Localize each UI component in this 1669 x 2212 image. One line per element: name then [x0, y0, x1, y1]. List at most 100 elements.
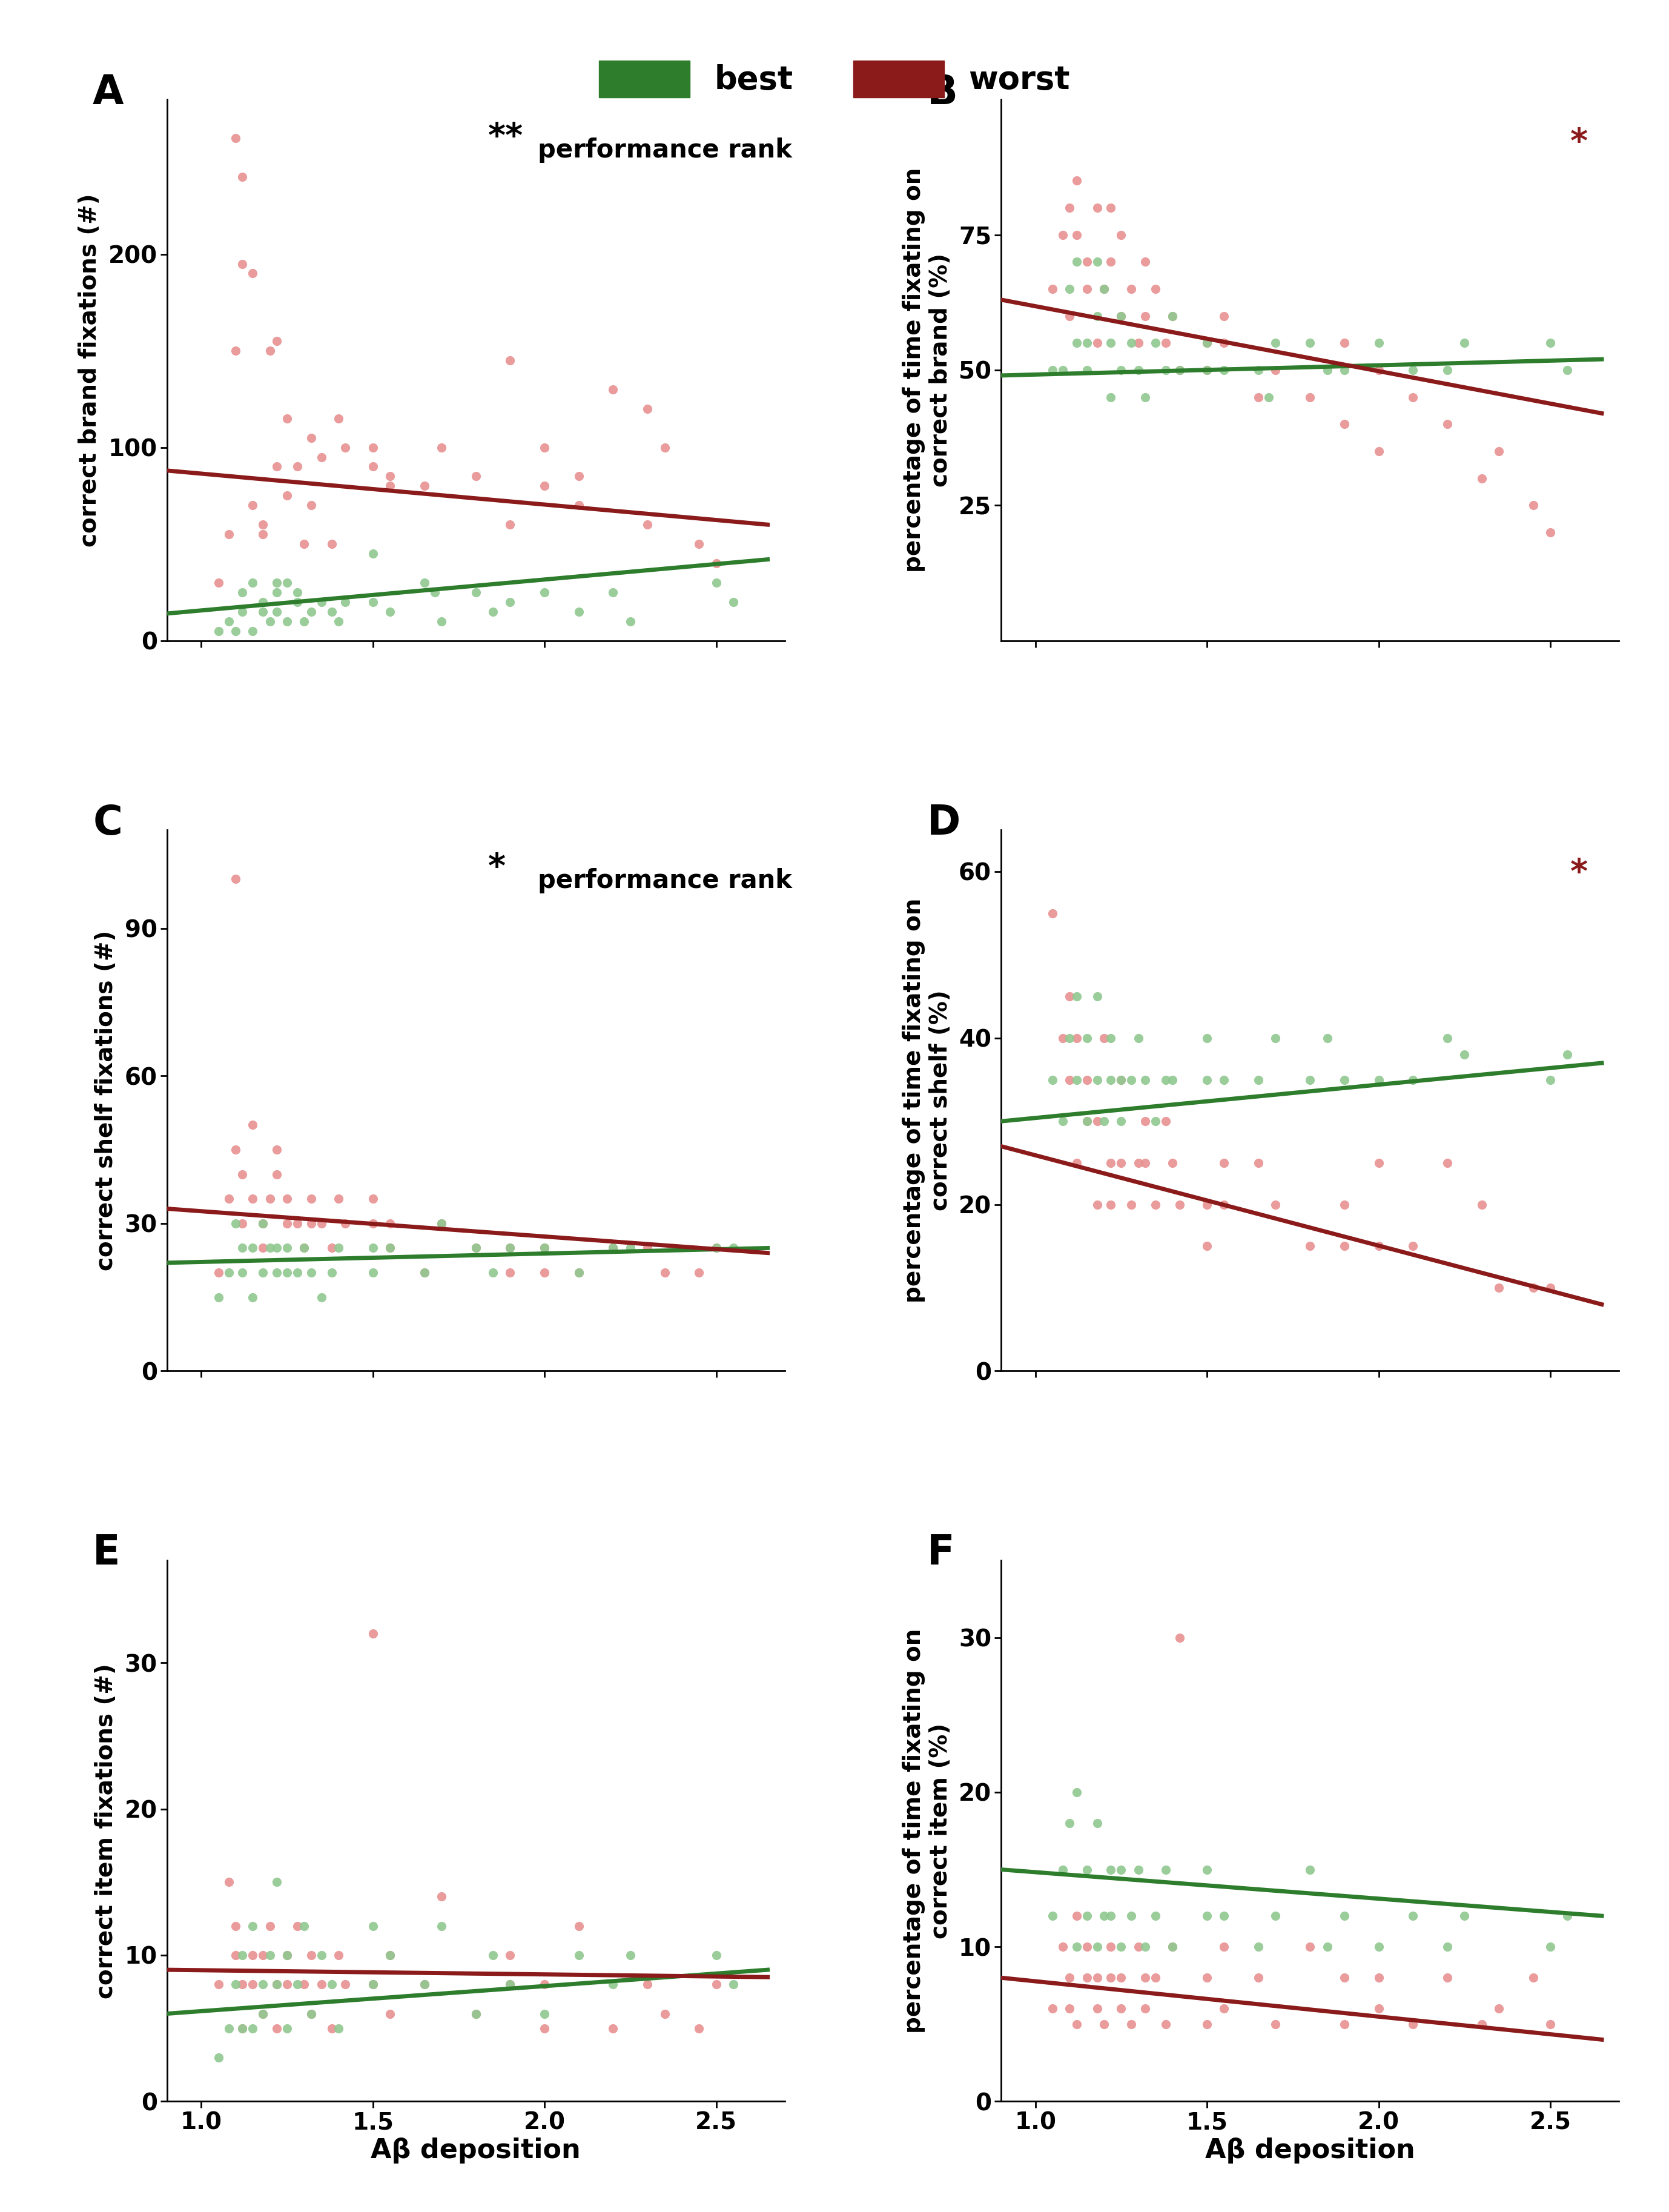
Point [222, 1133, 249, 1168]
Point [1056, 1960, 1083, 1995]
Point [297, 1206, 324, 1241]
Point [1210, 1062, 1237, 1097]
Point [1193, 1062, 1220, 1097]
Point [1400, 1062, 1427, 1097]
Point [290, 1230, 317, 1265]
Point [1063, 1929, 1090, 1964]
Point [1153, 2006, 1180, 2042]
Point [359, 584, 386, 619]
Point [411, 1966, 437, 2002]
Point [215, 2011, 242, 2046]
Point [239, 257, 265, 292]
Point [651, 429, 678, 465]
Point [1040, 896, 1066, 931]
Point [1330, 1062, 1357, 1097]
Point [1400, 2006, 1427, 2042]
Point [1108, 352, 1135, 387]
Point [222, 1938, 249, 1973]
Point [462, 575, 489, 611]
Point [1098, 1146, 1125, 1181]
Point [1210, 1146, 1237, 1181]
Point [325, 2011, 352, 2046]
Point [319, 593, 345, 628]
Point [274, 1966, 300, 2002]
Point [686, 2011, 713, 2046]
Point [325, 1938, 352, 1973]
Point [566, 1254, 592, 1290]
Point [634, 1966, 661, 2002]
Point [1330, 352, 1357, 387]
Point [1365, 1960, 1392, 1995]
Point [1365, 352, 1392, 387]
Point [1330, 1228, 1357, 1263]
Point [1537, 515, 1564, 551]
Point [359, 1230, 386, 1265]
Point [1056, 1805, 1083, 1840]
Point [703, 1230, 729, 1265]
Point [1073, 1898, 1100, 1933]
Point [205, 1966, 232, 2002]
Point [411, 469, 437, 504]
Point [479, 1938, 506, 1973]
Point [297, 1938, 324, 1973]
Point [309, 1938, 335, 1973]
Point [1083, 1960, 1110, 1995]
Y-axis label: correct shelf fixations (#): correct shelf fixations (#) [95, 931, 118, 1270]
Point [1314, 1020, 1340, 1055]
Point [599, 1966, 626, 2002]
Point [429, 1878, 456, 1913]
Point [239, 613, 265, 648]
Point [332, 1966, 359, 2002]
Point [359, 1254, 386, 1290]
Point [566, 1938, 592, 1973]
Point [1108, 1929, 1135, 1964]
Point [599, 575, 626, 611]
Point [1554, 1898, 1581, 1933]
Point [1063, 217, 1090, 252]
Point [274, 1181, 300, 1217]
Point [1108, 217, 1135, 252]
Point [319, 1254, 345, 1290]
Point [719, 584, 746, 619]
Point [1469, 2006, 1495, 2042]
Point [319, 1966, 345, 2002]
Point [229, 159, 255, 195]
Point [1056, 978, 1083, 1013]
Point [257, 1230, 284, 1265]
Point [1090, 1898, 1117, 1933]
Point [229, 593, 255, 628]
Point [284, 1206, 310, 1241]
Point [325, 400, 352, 436]
Point [1108, 299, 1135, 334]
Point [274, 1254, 300, 1290]
Point [264, 1133, 290, 1168]
Point [1040, 1898, 1066, 1933]
Point [1193, 325, 1220, 361]
Point [309, 1206, 335, 1241]
Point [1050, 1929, 1077, 1964]
Point [429, 604, 456, 639]
Point [566, 593, 592, 628]
Point [377, 1230, 404, 1265]
Point [1118, 272, 1145, 307]
Point [264, 564, 290, 599]
Point [264, 1254, 290, 1290]
Point [634, 507, 661, 542]
Point [1365, 1991, 1392, 2026]
Point [297, 1181, 324, 1217]
X-axis label: Aβ deposition: Aβ deposition [1205, 2137, 1415, 2163]
Point [1297, 1062, 1324, 1097]
Point [229, 1206, 255, 1241]
Point [309, 584, 335, 619]
Point [1520, 1270, 1547, 1305]
Point [264, 1966, 290, 2002]
Point [1210, 1991, 1237, 2026]
Point [359, 535, 386, 571]
Point [1056, 299, 1083, 334]
Point [332, 429, 359, 465]
Point [1108, 1062, 1135, 1097]
Point [1040, 272, 1066, 307]
Point [1450, 1898, 1477, 1933]
Point [250, 507, 277, 542]
Point [274, 1230, 300, 1265]
